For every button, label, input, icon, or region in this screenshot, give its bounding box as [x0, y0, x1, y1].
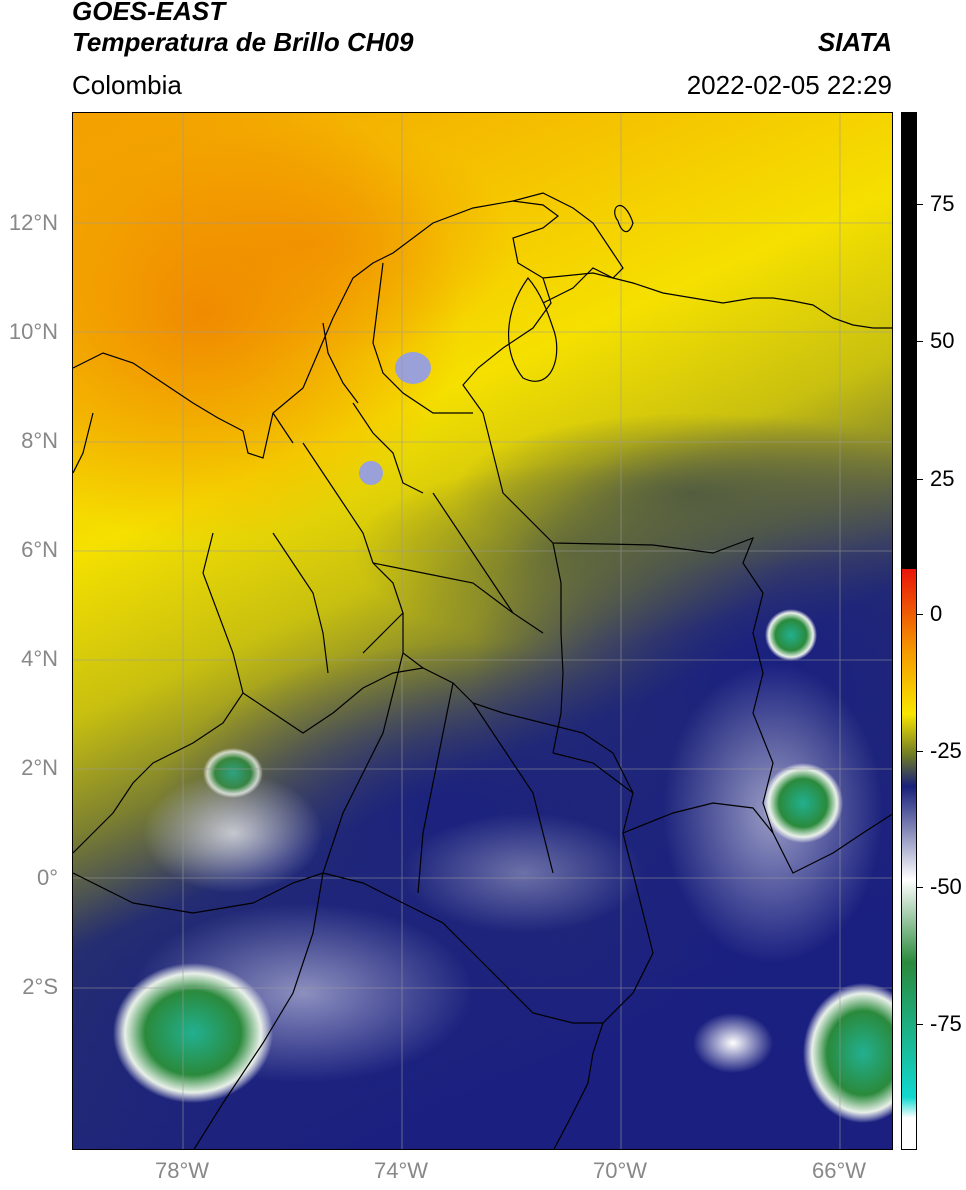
colorbar-tick — [917, 341, 923, 342]
colorbar-tick — [917, 887, 923, 888]
lat-label-12n: 12°N — [8, 210, 58, 235]
lon-label-74w: 74°W — [373, 1158, 429, 1183]
colorbar-tick — [917, 1024, 923, 1025]
gridlines — [73, 113, 892, 1149]
lat-label-6n: 6°N — [21, 537, 58, 562]
colorbar — [901, 112, 917, 1150]
lat-label-2n: 2°N — [21, 755, 58, 780]
country-borders — [73, 192, 892, 1149]
lat-label-8n: 8°N — [21, 428, 58, 453]
colorbar-label-25: 25 — [930, 466, 955, 491]
organization-label: SIATA — [817, 27, 892, 57]
colorbar-label-minus50: -50 — [930, 874, 962, 899]
colorbar-label-minus25: -25 — [930, 738, 962, 763]
lon-label-78w: 78°W — [154, 1158, 210, 1183]
timestamp-label: 2022-02-05 22:29 — [686, 70, 892, 100]
satellite-map — [72, 112, 893, 1150]
colorbar-tick — [917, 751, 923, 752]
lon-label-66w: 66°W — [811, 1158, 867, 1183]
colorbar-label-0: 0 — [930, 601, 943, 626]
map-title-line1: GOES-EAST — [72, 0, 226, 26]
colorbar-tick — [917, 204, 923, 205]
lat-label-2s: 2°S — [22, 974, 58, 999]
lon-label-70w: 70°W — [592, 1158, 648, 1183]
region-label: Colombia — [72, 70, 182, 100]
lat-label-10n: 10°N — [8, 319, 58, 344]
colorbar-label-minus75: -75 — [930, 1011, 962, 1036]
colorbar-tick — [917, 479, 923, 480]
lat-label-4n: 4°N — [21, 646, 58, 671]
colorbar-label-75: 75 — [930, 191, 955, 216]
map-title-line2: Temperatura de Brillo CH09 — [72, 27, 414, 57]
colorbar-tick — [917, 614, 923, 615]
map-canvas — [73, 113, 892, 1149]
lat-label-0: 0° — [36, 865, 58, 890]
colorbar-label-50: 50 — [930, 328, 955, 353]
